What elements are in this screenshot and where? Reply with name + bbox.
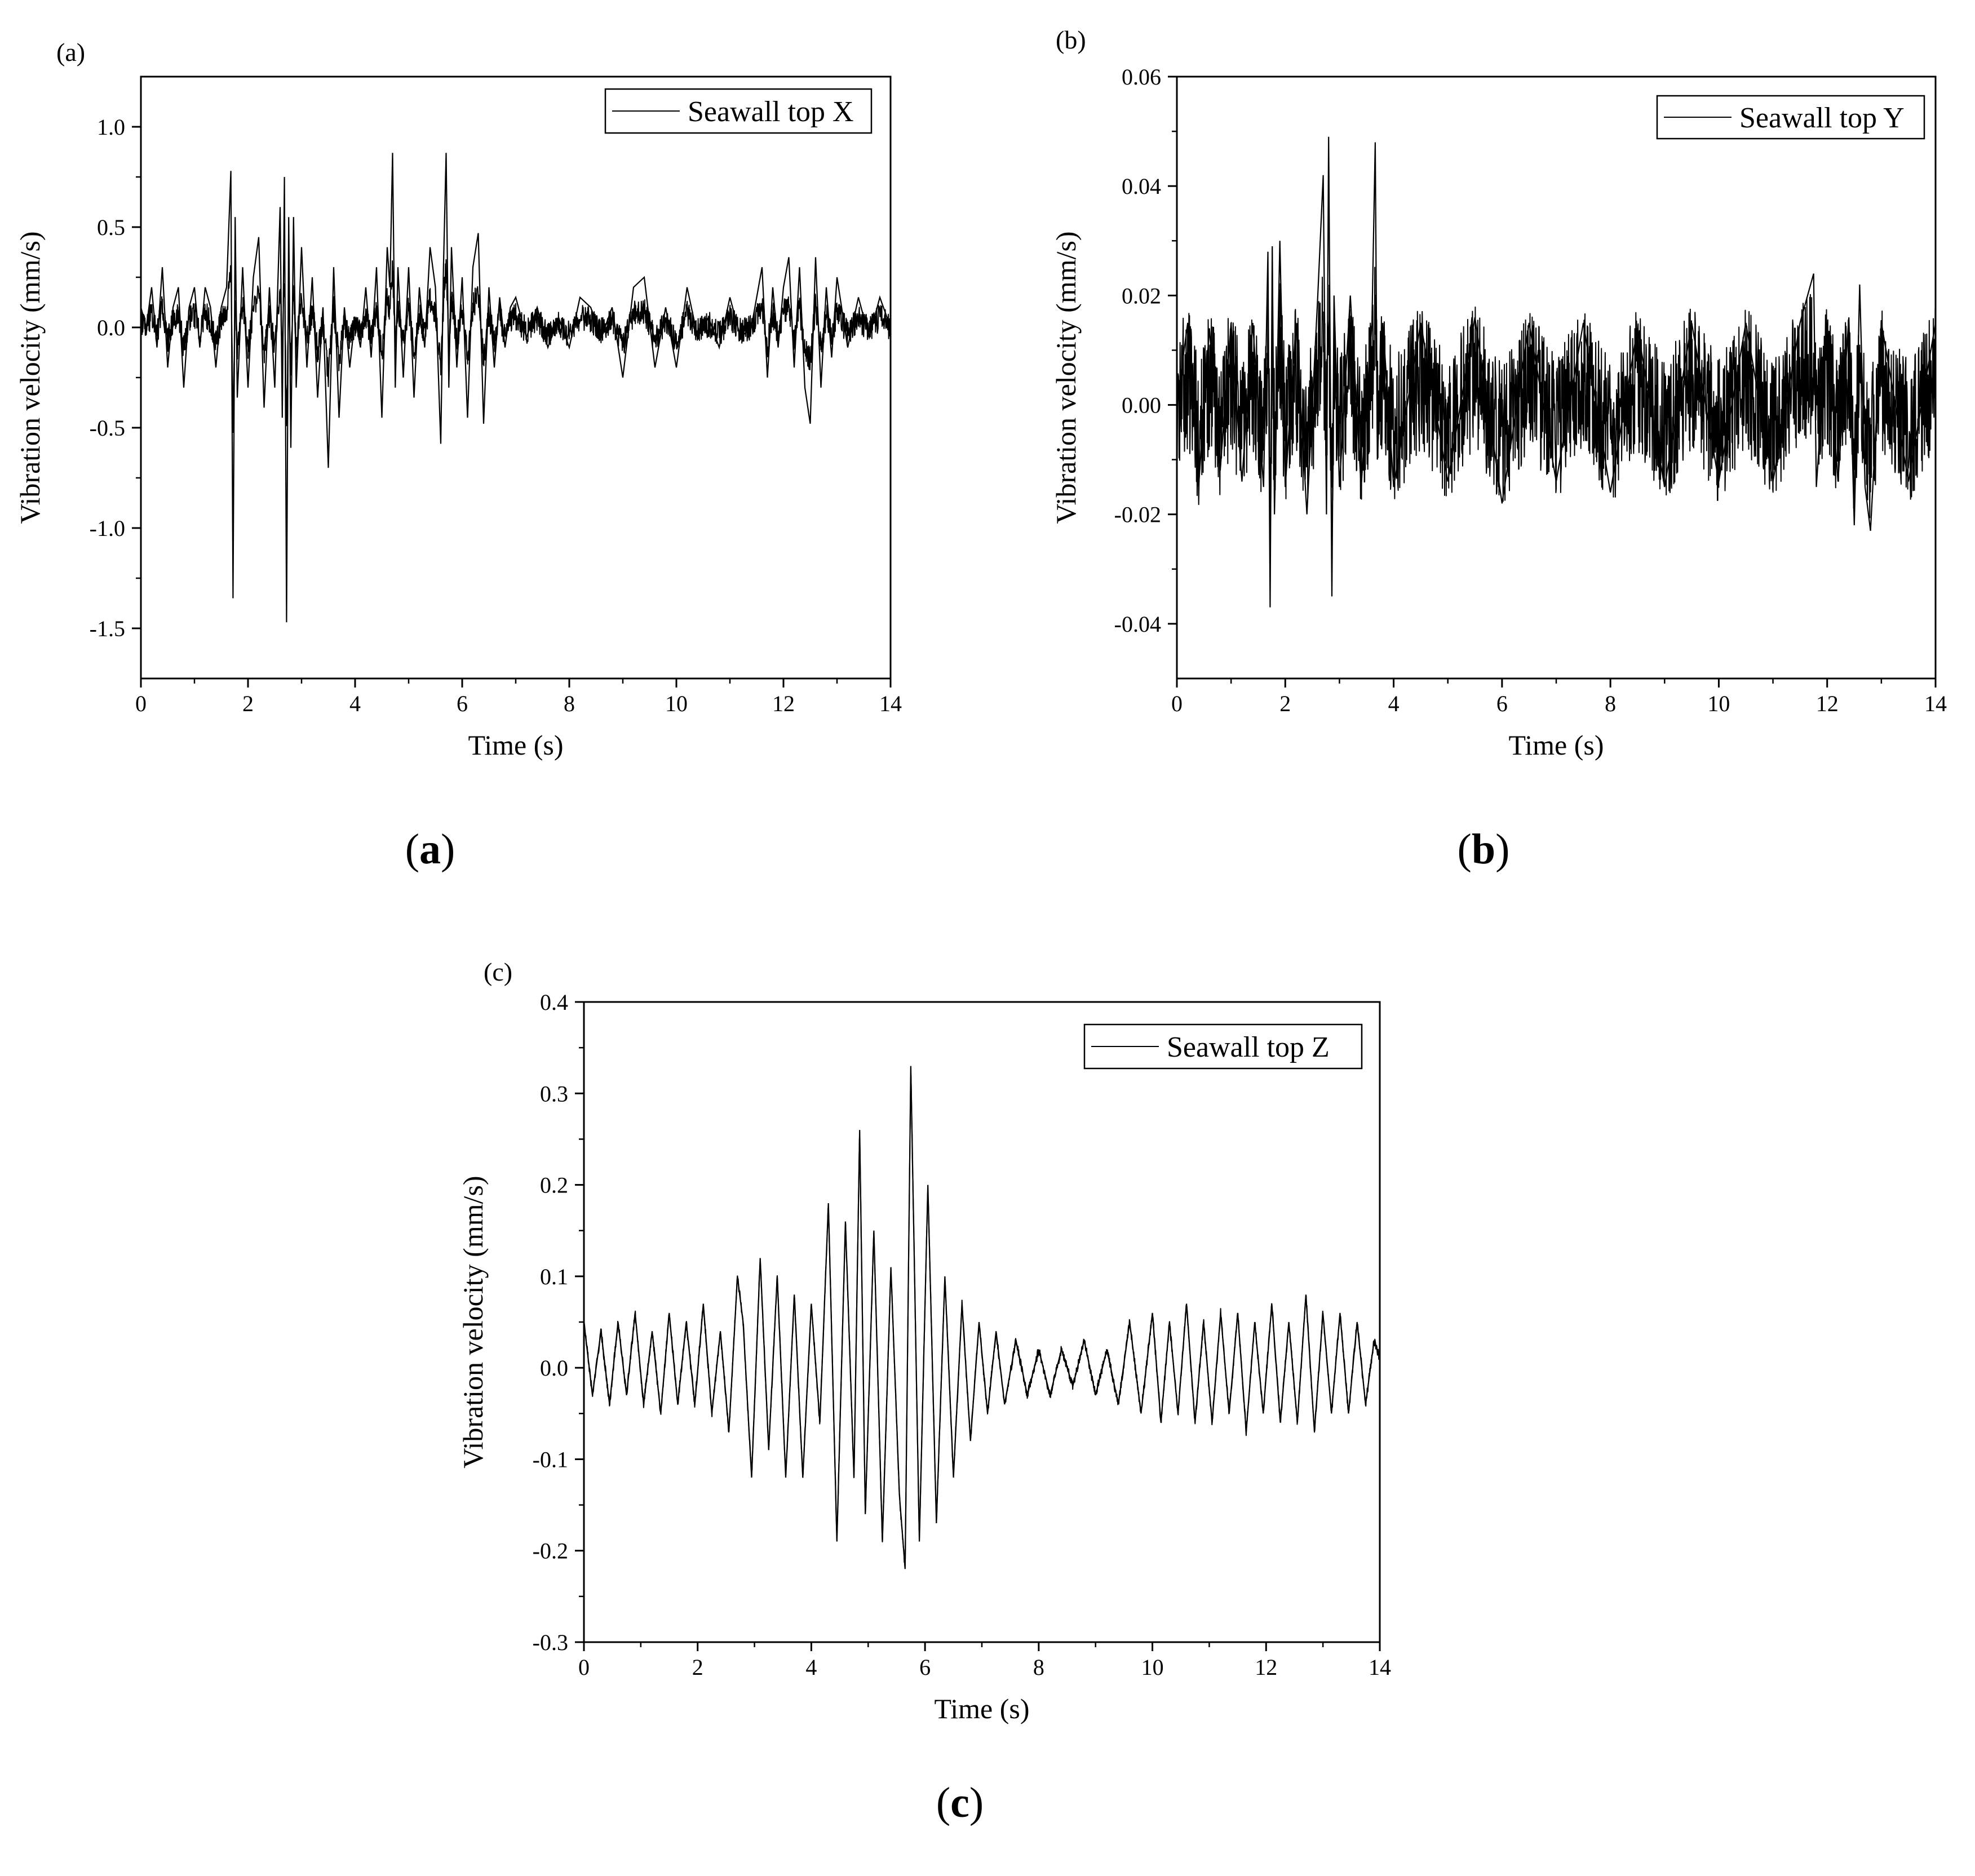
series-envelope-b bbox=[1176, 136, 1937, 607]
figure-caption-b: (b) bbox=[1458, 826, 1510, 873]
panel-tag-c: (c) bbox=[484, 957, 512, 986]
series-envelope-a bbox=[140, 153, 892, 623]
x-tick-label-b: 14 bbox=[1924, 691, 1947, 716]
x-tick-label-b: 6 bbox=[1496, 691, 1508, 716]
x-tick-label-a: 12 bbox=[772, 691, 795, 716]
x-tick-label-c: 12 bbox=[1255, 1655, 1277, 1680]
axis-ticks-c: 0 2 4 6 8 10 12 14 -0.3 -0.2 -0.1 0.0 0.1 0.2 0.3 0.4 bbox=[533, 990, 1391, 1680]
plot-frame-a bbox=[140, 76, 892, 680]
x-tick-label-b: 12 bbox=[1816, 691, 1839, 716]
x-axis-title-a: Time (s) bbox=[468, 729, 563, 761]
x-tick-label-a: 0 bbox=[135, 691, 147, 716]
y-tick-label-c: 0.1 bbox=[540, 1264, 568, 1289]
chart-panel-b: (b) 0 2 4 6 8 10 12 14 -0.04 -0.02 0.00 0.02 0.04 0.0… bbox=[1050, 25, 1947, 761]
y-tick-label-a: -1.5 bbox=[90, 616, 125, 641]
plot-frame-b bbox=[1176, 76, 1937, 680]
y-tick-label-c: -0.2 bbox=[533, 1538, 568, 1564]
x-tick-label-b: 2 bbox=[1279, 691, 1291, 716]
series-line-c bbox=[583, 1074, 1380, 1568]
y-tick-label-b: 0.02 bbox=[1122, 283, 1161, 308]
y-tick-label-c: -0.1 bbox=[533, 1447, 568, 1472]
figure-caption-a: (a) bbox=[405, 826, 455, 873]
legend-label-c: Seawall top Z bbox=[1167, 1031, 1330, 1063]
x-tick-label-a: 14 bbox=[879, 691, 902, 716]
x-axis-title-b: Time (s) bbox=[1508, 729, 1604, 761]
series-line-b bbox=[1176, 267, 1936, 518]
y-tick-label-a: 1.0 bbox=[97, 114, 125, 140]
y-tick-label-a: -1.0 bbox=[90, 516, 125, 541]
x-tick-label-a: 2 bbox=[242, 691, 254, 716]
x-tick-label-a: 8 bbox=[564, 691, 575, 716]
chart-panel-a: (a) 0 2 4 6 8 10 12 14 -1.5 -1.0 -0.5 0.0 0.5 1.0 Tim… bbox=[14, 38, 902, 761]
y-tick-label-b: -0.02 bbox=[1114, 502, 1161, 527]
x-tick-label-b: 10 bbox=[1707, 691, 1730, 716]
y-axis-title-a: Vibration velocity (mm/s) bbox=[14, 231, 46, 524]
y-tick-label-c: 0.0 bbox=[540, 1355, 568, 1381]
legend-c: Seawall top Z bbox=[1083, 1023, 1363, 1070]
y-tick-label-b: 0.04 bbox=[1122, 174, 1161, 199]
figure-caption-c: (c) bbox=[936, 1779, 984, 1826]
y-tick-label-c: 0.4 bbox=[540, 990, 568, 1015]
legend-label-a: Seawall top X bbox=[688, 96, 854, 128]
y-axis-title-b: Vibration velocity (mm/s) bbox=[1050, 231, 1082, 524]
x-tick-label-c: 8 bbox=[1033, 1655, 1044, 1680]
y-tick-label-b: -0.04 bbox=[1114, 611, 1161, 637]
y-tick-label-c: -0.3 bbox=[533, 1630, 568, 1655]
x-tick-label-c: 10 bbox=[1141, 1655, 1164, 1680]
chart-panel-c: (c) 0 2 4 6 8 10 12 14-0.3-0.2-0.10.00.10.20.30… bbox=[457, 957, 1391, 1724]
series-trace-a bbox=[140, 153, 892, 623]
legend-a: Seawall top X bbox=[604, 88, 873, 134]
plot-frame-c bbox=[583, 1001, 1381, 1643]
panel-tag-b: (b) bbox=[1056, 25, 1086, 54]
y-tick-label-a: -0.5 bbox=[90, 415, 125, 441]
y-tick-label-a: 0.0 bbox=[97, 315, 125, 340]
x-tick-label-b: 0 bbox=[1171, 691, 1183, 716]
x-tick-label-a: 6 bbox=[457, 691, 468, 716]
y-tick-label-c: 0.2 bbox=[540, 1173, 568, 1198]
legend-label-b: Seawall top Y bbox=[1739, 102, 1905, 134]
x-axis-title-c: Time (s) bbox=[934, 1693, 1029, 1724]
y-tick-label-c: 0.3 bbox=[540, 1081, 568, 1106]
legend-b: Seawall top Y bbox=[1656, 95, 1925, 140]
x-tick-label-a: 4 bbox=[349, 691, 361, 716]
x-tick-label-a: 10 bbox=[665, 691, 688, 716]
x-tick-label-c: 6 bbox=[919, 1655, 931, 1680]
y-tick-label-b: 0.00 bbox=[1122, 393, 1161, 418]
axis-ticks-a: 0 2 4 6 8 10 12 14 -1.5 -1.0 -0.5 0.0 0.5 1.0 bbox=[90, 114, 902, 716]
y-tick-label-b: 0.06 bbox=[1122, 64, 1161, 90]
x-tick-label-b: 8 bbox=[1605, 691, 1616, 716]
panel-tag-a: (a) bbox=[56, 38, 85, 66]
series-trace-c bbox=[583, 1066, 1381, 1569]
x-tick-label-c: 2 bbox=[692, 1655, 703, 1680]
x-tick-label-b: 4 bbox=[1388, 691, 1400, 716]
series-trace-b bbox=[1176, 136, 1937, 607]
axis-ticks-b: 0 2 4 6 8 10 12 14 -0.04 -0.02 0.00 0.02 0.04 0.06 bbox=[1114, 64, 1947, 716]
x-tick-label-c: 14 bbox=[1369, 1655, 1391, 1680]
series-envelope-c bbox=[583, 1066, 1381, 1569]
x-tick-label-c: 4 bbox=[805, 1655, 817, 1680]
y-tick-label-a: 0.5 bbox=[97, 215, 125, 240]
x-tick-label-c: 0 bbox=[578, 1655, 590, 1680]
y-axis-title-c: Vibration velocity (mm/s) bbox=[457, 1176, 489, 1468]
